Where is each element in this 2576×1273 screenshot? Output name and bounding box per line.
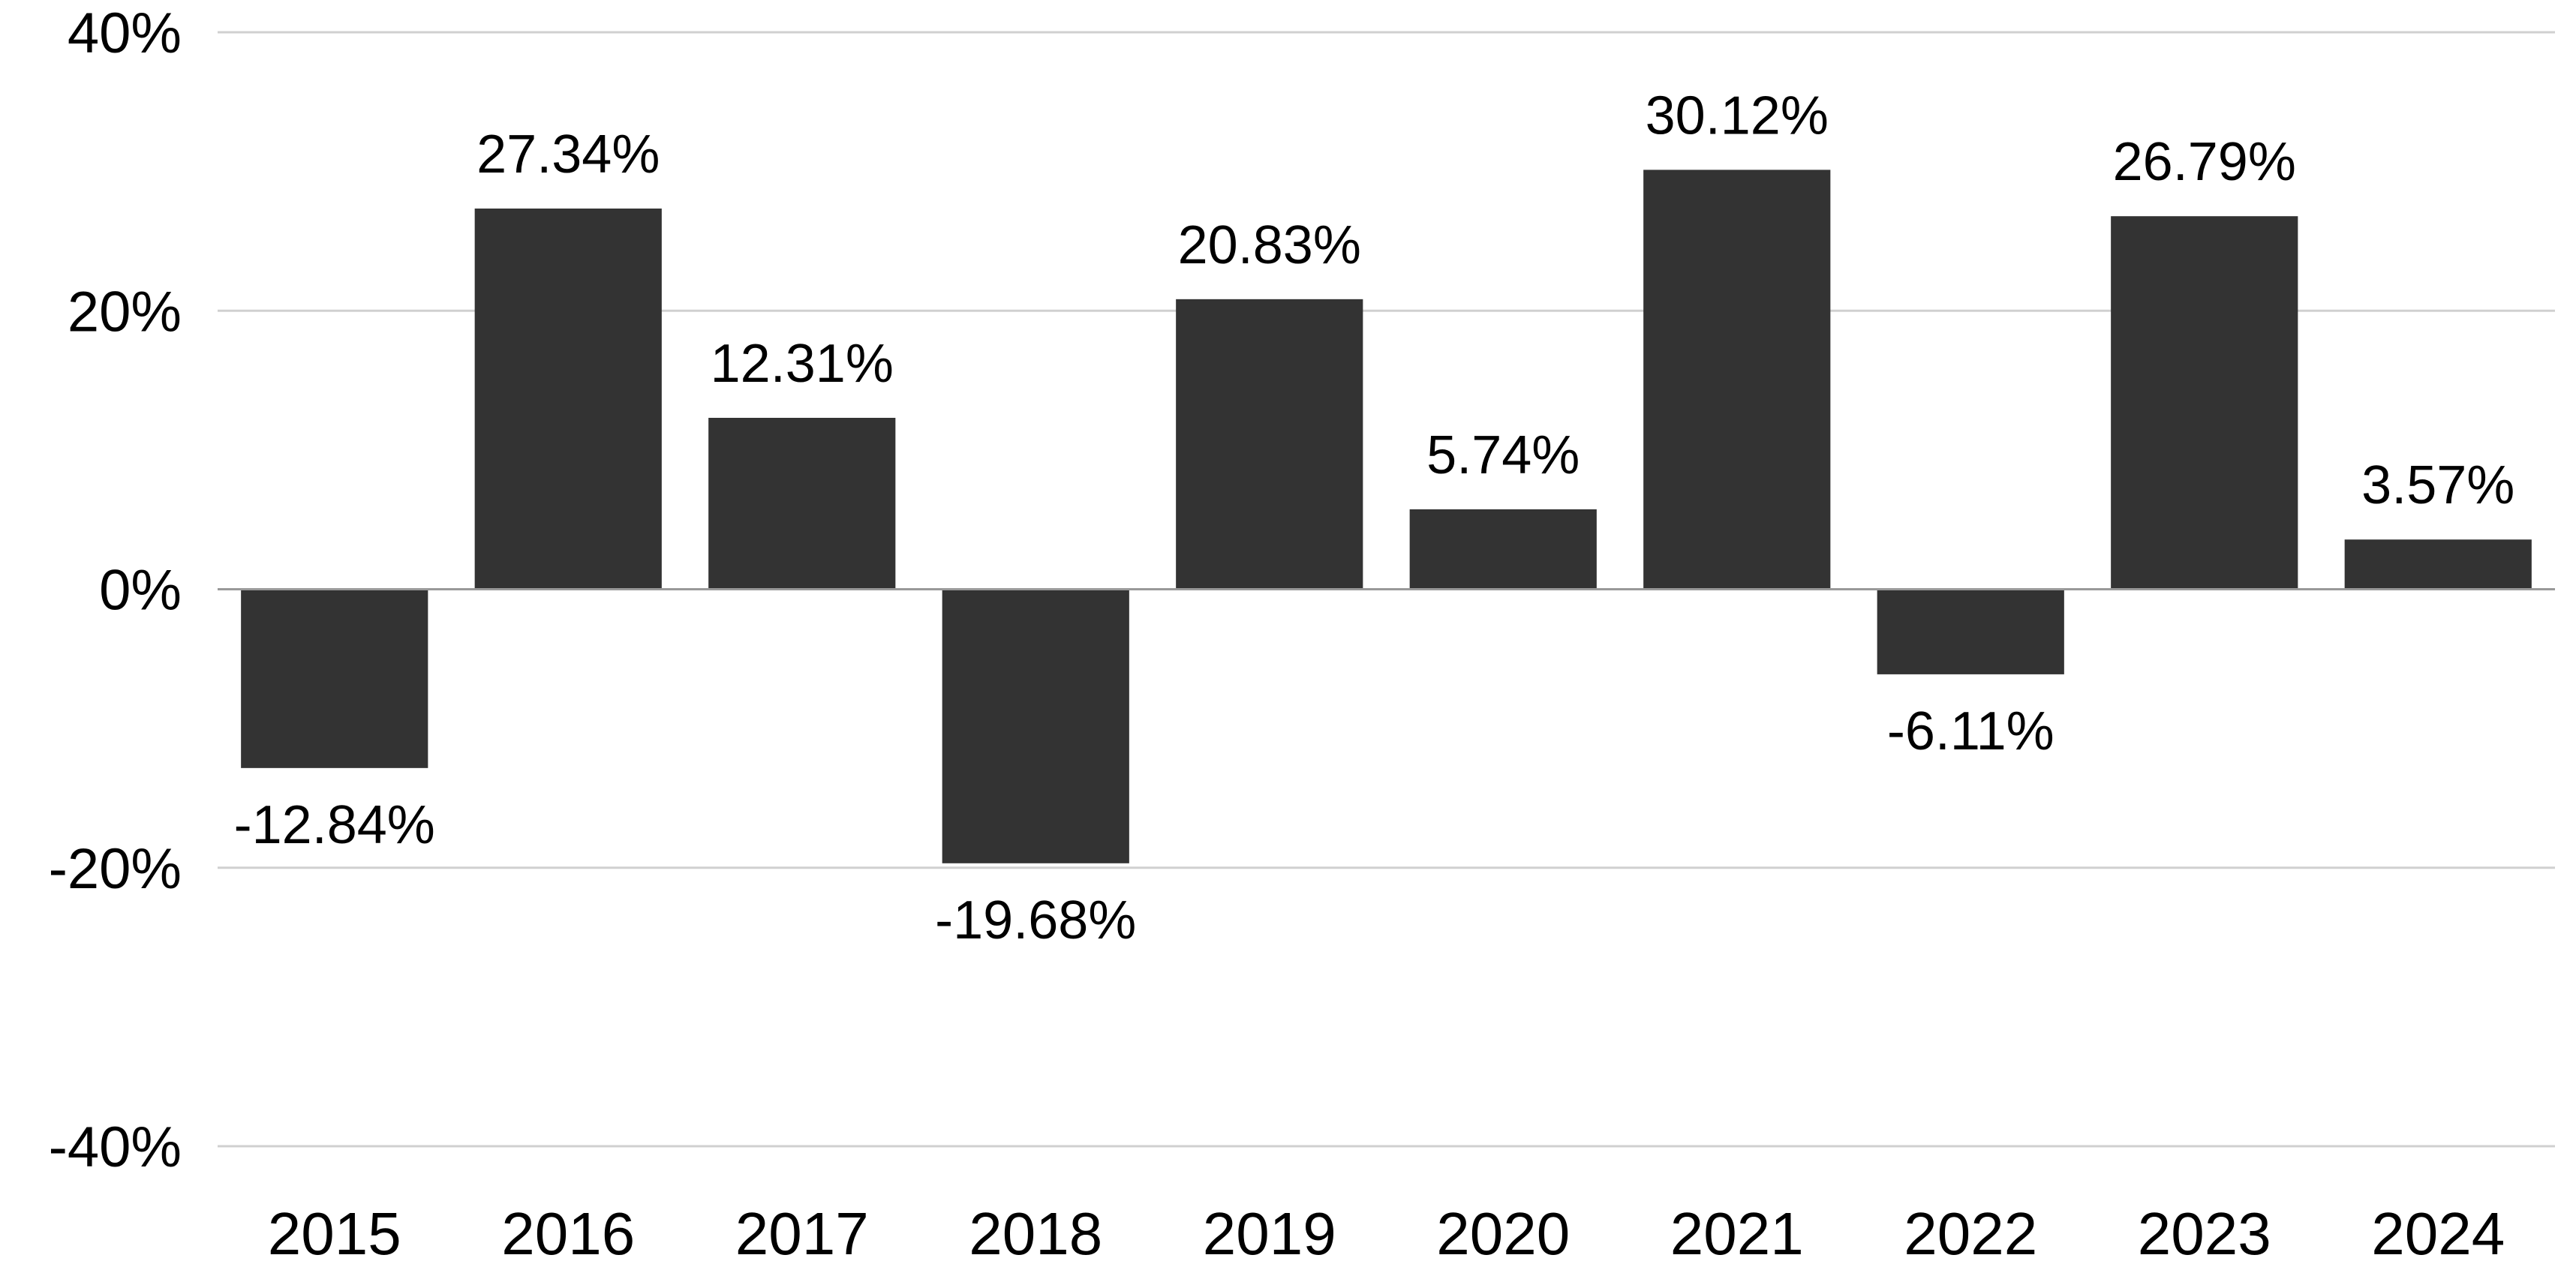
y-tick-label: 40%: [68, 2, 182, 65]
bar-2023: [2111, 216, 2298, 590]
x-category-label-2017: 2017: [735, 1200, 869, 1267]
y-tick-label: 0%: [99, 559, 182, 623]
bar-2019: [1176, 299, 1363, 590]
data-label-2022: -6.11%: [1887, 701, 2054, 761]
bar-2016: [474, 209, 662, 590]
data-label-2021: 30.12%: [1646, 86, 1829, 146]
data-label-2015: -12.84%: [234, 795, 435, 855]
x-category-label-2022: 2022: [1904, 1200, 2037, 1267]
data-label-2017: 12.31%: [711, 334, 894, 394]
x-category-label-2023: 2023: [2138, 1200, 2271, 1267]
data-labels: -12.84% 27.34% 12.31% -19.68% 20.83% 5.74% 30.…: [234, 86, 2515, 950]
bar-2017: [708, 417, 896, 590]
data-label-2020: 5.74%: [1426, 425, 1580, 485]
y-tick-label: -40%: [49, 1115, 182, 1179]
bar-2022: [1877, 589, 2064, 674]
x-category-label-2016: 2016: [501, 1200, 635, 1267]
data-label-2024: 3.57%: [2361, 455, 2514, 515]
bar-2020: [1409, 509, 1597, 590]
data-label-2023: 26.79%: [2113, 132, 2296, 192]
x-category-label-2021: 2021: [1670, 1200, 1804, 1267]
x-category-label-2018: 2018: [969, 1200, 1102, 1267]
x-category-label-2020: 2020: [1436, 1200, 1570, 1267]
y-axis-tick-labels: 40% 20% 0% -20% -40%: [49, 2, 182, 1179]
y-tick-label: 20%: [68, 280, 182, 344]
bar-2018: [942, 589, 1129, 863]
x-category-label-2015: 2015: [268, 1200, 401, 1267]
bar-2021: [1643, 170, 1831, 590]
data-label-2018: -19.68%: [935, 890, 1136, 950]
bar-2024: [2344, 539, 2532, 590]
bar-2015: [241, 589, 428, 768]
bars: [241, 170, 2532, 863]
data-label-2016: 27.34%: [476, 125, 660, 185]
x-axis-category-labels: 2015 2016 2017 2018 2019 2020 2021 2022 2023 2024: [268, 1200, 2505, 1267]
data-label-2019: 20.83%: [1178, 215, 1361, 275]
x-category-label-2019: 2019: [1203, 1200, 1336, 1267]
x-category-label-2024: 2024: [2371, 1200, 2505, 1267]
y-tick-label: -20%: [49, 837, 182, 901]
